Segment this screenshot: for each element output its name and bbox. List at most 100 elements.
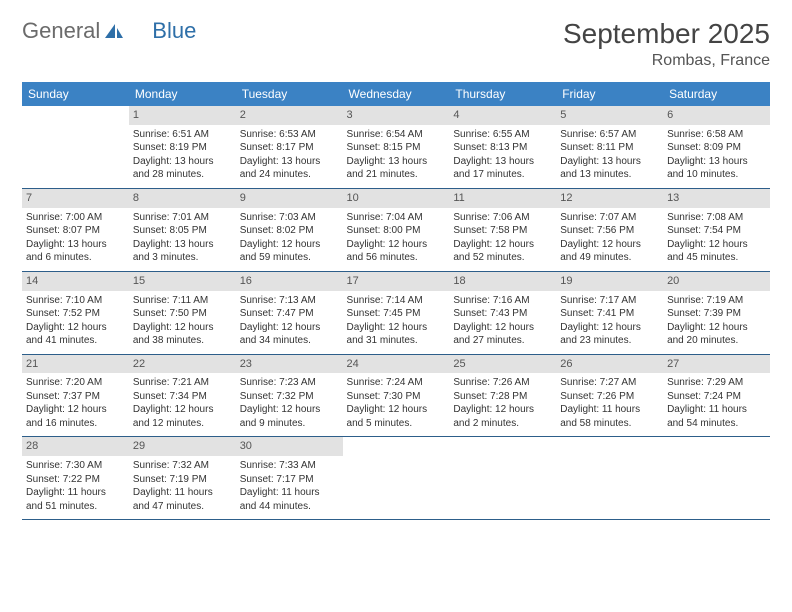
day-cell: 1Sunrise: 6:51 AMSunset: 8:19 PMDaylight…	[129, 106, 236, 188]
location: Rombas, France	[563, 52, 770, 70]
daylight-text: Daylight: 13 hours and 21 minutes.	[347, 155, 446, 182]
day-number: 13	[663, 189, 770, 208]
day-cell: 9Sunrise: 7:03 AMSunset: 8:02 PMDaylight…	[236, 188, 343, 271]
sunset-text: Sunset: 8:09 PM	[667, 141, 766, 155]
daylight-text: Daylight: 12 hours and 31 minutes.	[347, 321, 446, 348]
day-cell: 26 Sunrise: 7:27 AMSunset: 7:26 PMDayligh…	[556, 354, 663, 437]
day-number: 17	[343, 272, 450, 291]
sunrise-text: Sunrise: 7:21 AM	[133, 376, 232, 390]
logo-sail-icon	[104, 23, 124, 41]
day-cell	[343, 437, 450, 520]
daylight-text: Daylight: 12 hours and 27 minutes.	[453, 321, 552, 348]
sunrise-text: Sunrise: 7:10 AM	[26, 294, 125, 308]
day-number: 9	[236, 189, 343, 208]
daylight-text: Daylight: 12 hours and 2 minutes.	[453, 403, 552, 430]
weekday-header: Thursday	[449, 82, 556, 106]
title-block: September 2025 Rombas, France	[563, 18, 770, 70]
sunrise-text: Sunrise: 7:27 AM	[560, 376, 659, 390]
sunrise-text: Sunrise: 7:04 AM	[347, 211, 446, 225]
day-number: 7	[22, 189, 129, 208]
sunrise-text: Sunrise: 6:55 AM	[453, 128, 552, 142]
weekday-header: Friday	[556, 82, 663, 106]
sunrise-text: Sunrise: 7:23 AM	[240, 376, 339, 390]
sunrise-text: Sunrise: 7:11 AM	[133, 294, 232, 308]
month-title: September 2025	[563, 18, 770, 50]
logo: General Blue	[22, 18, 196, 44]
sunrise-text: Sunrise: 7:07 AM	[560, 211, 659, 225]
day-cell: 22Sunrise: 7:21 AMSunset: 7:34 PMDayligh…	[129, 354, 236, 437]
day-cell: 7Sunrise: 7:00 AMSunset: 8:07 PMDaylight…	[22, 188, 129, 271]
day-cell: 3Sunrise: 6:54 AMSunset: 8:15 PMDaylight…	[343, 106, 450, 188]
day-cell: 10Sunrise: 7:04 AMSunset: 8:00 PMDayligh…	[343, 188, 450, 271]
day-number	[556, 437, 663, 441]
sunset-text: Sunset: 7:50 PM	[133, 307, 232, 321]
week-row: 14Sunrise: 7:10 AMSunset: 7:52 PMDayligh…	[22, 271, 770, 354]
sunset-text: Sunset: 7:17 PM	[240, 473, 339, 487]
weekday-header: Tuesday	[236, 82, 343, 106]
calendar-table: SundayMondayTuesdayWednesdayThursdayFrid…	[22, 82, 770, 520]
sunset-text: Sunset: 8:15 PM	[347, 141, 446, 155]
sunrise-text: Sunrise: 7:14 AM	[347, 294, 446, 308]
daylight-text: Daylight: 12 hours and 16 minutes.	[26, 403, 125, 430]
day-cell: 6Sunrise: 6:58 AMSunset: 8:09 PMDaylight…	[663, 106, 770, 188]
sunset-text: Sunset: 7:39 PM	[667, 307, 766, 321]
day-cell: 28Sunrise: 7:30 AMSunset: 7:22 PMDayligh…	[22, 437, 129, 520]
sunset-text: Sunset: 7:19 PM	[133, 473, 232, 487]
day-number: 3	[343, 106, 450, 125]
day-number: 24	[343, 355, 450, 374]
daylight-text: Daylight: 13 hours and 10 minutes.	[667, 155, 766, 182]
weekday-header-row: SundayMondayTuesdayWednesdayThursdayFrid…	[22, 82, 770, 106]
weekday-header: Sunday	[22, 82, 129, 106]
daylight-text: Daylight: 13 hours and 13 minutes.	[560, 155, 659, 182]
week-row: 28Sunrise: 7:30 AMSunset: 7:22 PMDayligh…	[22, 437, 770, 520]
day-number	[663, 437, 770, 441]
day-cell: 25Sunrise: 7:26 AMSunset: 7:28 PMDayligh…	[449, 354, 556, 437]
day-cell: 24Sunrise: 7:24 AMSunset: 7:30 PMDayligh…	[343, 354, 450, 437]
week-row: 1Sunrise: 6:51 AMSunset: 8:19 PMDaylight…	[22, 106, 770, 188]
day-number: 12	[556, 189, 663, 208]
sunrise-text: Sunrise: 7:33 AM	[240, 459, 339, 473]
week-row: 7Sunrise: 7:00 AMSunset: 8:07 PMDaylight…	[22, 188, 770, 271]
sunrise-text: Sunrise: 7:32 AM	[133, 459, 232, 473]
day-cell: 16Sunrise: 7:13 AMSunset: 7:47 PMDayligh…	[236, 271, 343, 354]
day-number: 15	[129, 272, 236, 291]
sunset-text: Sunset: 8:05 PM	[133, 224, 232, 238]
daylight-text: Daylight: 12 hours and 5 minutes.	[347, 403, 446, 430]
sunrise-text: Sunrise: 7:20 AM	[26, 376, 125, 390]
daylight-text: Daylight: 13 hours and 6 minutes.	[26, 238, 125, 265]
sunset-text: Sunset: 7:26 PM	[560, 390, 659, 404]
sunrise-text: Sunrise: 7:19 AM	[667, 294, 766, 308]
day-cell: 17Sunrise: 7:14 AMSunset: 7:45 PMDayligh…	[343, 271, 450, 354]
daylight-text: Daylight: 13 hours and 17 minutes.	[453, 155, 552, 182]
day-number: 2	[236, 106, 343, 125]
day-number	[22, 106, 129, 110]
daylight-text: Daylight: 11 hours and 51 minutes.	[26, 486, 125, 513]
weekday-header: Monday	[129, 82, 236, 106]
day-number: 18	[449, 272, 556, 291]
daylight-text: Daylight: 13 hours and 24 minutes.	[240, 155, 339, 182]
day-cell: 12Sunrise: 7:07 AMSunset: 7:56 PMDayligh…	[556, 188, 663, 271]
day-number: 25	[449, 355, 556, 374]
day-number: 21	[22, 355, 129, 374]
weekday-header: Saturday	[663, 82, 770, 106]
sunset-text: Sunset: 7:34 PM	[133, 390, 232, 404]
sunset-text: Sunset: 7:37 PM	[26, 390, 125, 404]
day-number	[343, 437, 450, 441]
sunset-text: Sunset: 8:11 PM	[560, 141, 659, 155]
daylight-text: Daylight: 12 hours and 34 minutes.	[240, 321, 339, 348]
day-number: 19	[556, 272, 663, 291]
sunrise-text: Sunrise: 7:30 AM	[26, 459, 125, 473]
sunrise-text: Sunrise: 6:53 AM	[240, 128, 339, 142]
day-number: 26	[556, 355, 663, 374]
sunrise-text: Sunrise: 7:16 AM	[453, 294, 552, 308]
daylight-text: Daylight: 11 hours and 58 minutes.	[560, 403, 659, 430]
sunrise-text: Sunrise: 7:00 AM	[26, 211, 125, 225]
sunrise-text: Sunrise: 7:08 AM	[667, 211, 766, 225]
day-number: 29	[129, 437, 236, 456]
day-cell: 27Sunrise: 7:29 AMSunset: 7:24 PMDayligh…	[663, 354, 770, 437]
day-cell: 29Sunrise: 7:32 AMSunset: 7:19 PMDayligh…	[129, 437, 236, 520]
sunset-text: Sunset: 7:54 PM	[667, 224, 766, 238]
sunset-text: Sunset: 8:17 PM	[240, 141, 339, 155]
day-number: 8	[129, 189, 236, 208]
day-number: 22	[129, 355, 236, 374]
